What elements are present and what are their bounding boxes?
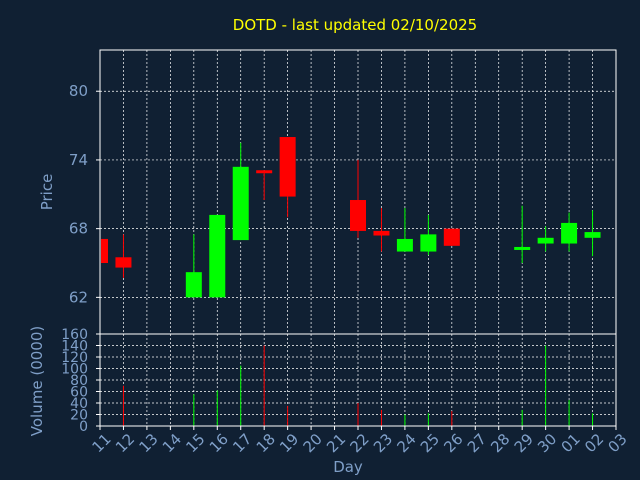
candle-body-up: [561, 222, 578, 244]
x-tick-label: 18: [253, 430, 279, 456]
volume-tick-label: 140: [61, 339, 88, 355]
candles: [99, 137, 601, 298]
volume-tick-label: 40: [70, 396, 88, 412]
candle-body-down: [443, 228, 460, 246]
candle-body-up: [209, 214, 226, 298]
volume-tick-label: 80: [70, 373, 88, 389]
x-tick-label: 11: [89, 430, 115, 456]
candle-body-down: [256, 170, 273, 174]
x-tick-label: 22: [347, 430, 373, 456]
day-axis-label: Day: [333, 458, 363, 476]
candle-body-up: [537, 237, 554, 244]
price-tick-label: 62: [69, 288, 88, 306]
x-tick-label: 02: [581, 430, 607, 456]
x-tick-label: 30: [534, 430, 560, 456]
volume-tick-label: 100: [61, 362, 88, 378]
candle-body-up: [232, 166, 249, 241]
x-tick-label: 21: [323, 430, 349, 456]
price-tick-label: 80: [69, 82, 88, 100]
candle-body-up: [185, 272, 202, 298]
x-tick-label: 15: [182, 430, 208, 456]
price-tick-label: 68: [69, 220, 88, 238]
x-tick-label: 29: [511, 430, 537, 456]
candle-body-down: [350, 200, 366, 231]
volume-tick-label: 120: [61, 350, 88, 366]
x-tick-label: 19: [276, 430, 302, 456]
x-tick-label: 01: [558, 430, 584, 456]
x-tick-label: 23: [370, 430, 396, 456]
x-tick-label: 12: [112, 430, 138, 456]
x-tick-label: 14: [159, 430, 185, 456]
volume-axis-label: Volume (0000): [28, 326, 46, 436]
x-tick-label: 28: [487, 430, 513, 456]
volume-tick-label: 60: [70, 385, 88, 401]
volume-tick-label: 20: [70, 408, 88, 424]
x-tick-label: 24: [393, 430, 419, 456]
price-tick-label: 74: [69, 151, 88, 169]
chart-title: DOTD - last updated 02/10/2025: [233, 16, 477, 34]
candle-body-up: [514, 246, 531, 250]
x-tick-label: 16: [206, 430, 232, 456]
x-tick-label: 25: [417, 430, 443, 456]
volume-bars: [99, 345, 594, 426]
volume-tick-label: 0: [79, 419, 88, 435]
candle-body-up: [396, 238, 413, 252]
x-tick-label: 03: [605, 430, 631, 456]
candle-body-up: [420, 234, 437, 252]
x-tick-label: 27: [464, 430, 490, 456]
price-axis-label: Price: [38, 174, 56, 211]
candle-body-down: [279, 137, 296, 197]
x-tick-label: 13: [135, 430, 161, 456]
x-tick-label: 26: [440, 430, 466, 456]
x-tick-label: 20: [300, 430, 326, 456]
candle-body-down: [115, 257, 132, 268]
volume-panel-frame: [99, 333, 617, 427]
candle-body-down: [101, 238, 108, 263]
candle-body-down: [373, 230, 390, 236]
candle-body-up: [584, 232, 601, 238]
volume-tick-label: 160: [61, 327, 88, 343]
x-tick-label: 17: [229, 430, 255, 456]
